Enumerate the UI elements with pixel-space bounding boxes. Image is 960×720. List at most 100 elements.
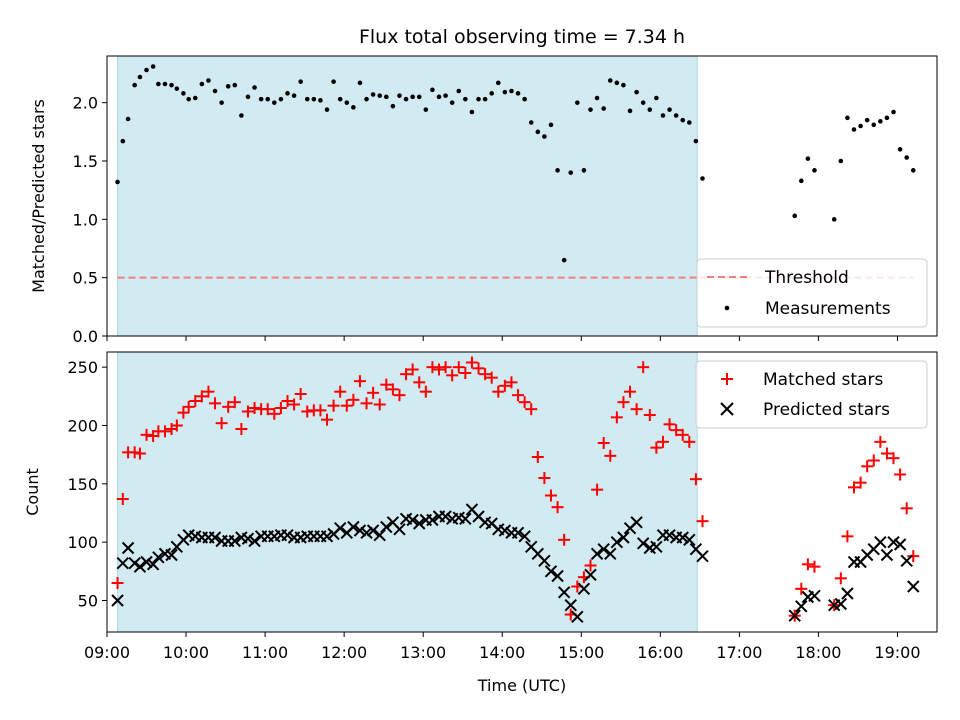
matched-star-point	[241, 405, 254, 418]
measurement-point	[799, 178, 804, 184]
matched-star-point	[808, 560, 821, 573]
matched-star-point	[393, 389, 406, 402]
x-tick-label: 13:00	[400, 643, 446, 662]
measurement-point	[311, 96, 317, 102]
matched-star-point	[551, 501, 564, 514]
measurement-point	[449, 100, 455, 105]
legend-predicted-swatch	[720, 402, 734, 416]
matched-star-point	[189, 395, 202, 407]
predicted-star-point	[795, 600, 808, 613]
predicted-star-stroke	[158, 547, 172, 561]
measurement-point	[137, 74, 143, 80]
predicted-star-stroke	[413, 517, 426, 530]
predicted-star-stroke	[406, 513, 419, 527]
matched-star-point	[538, 472, 551, 484]
chart-title: Flux total observing time = 7.34 h	[359, 26, 685, 48]
measurement-point	[654, 95, 659, 101]
measurement-point	[548, 122, 554, 128]
measurement-point	[272, 100, 277, 105]
ratio-legend-box	[696, 258, 928, 328]
observing-window-rect	[117, 56, 698, 336]
predicted-star-stroke	[182, 528, 195, 542]
predicted-star-stroke	[492, 523, 505, 536]
matched-star-point	[874, 435, 887, 448]
predicted-star-point	[538, 554, 551, 568]
predicted-star-stroke	[531, 547, 545, 561]
measurement-point	[884, 115, 890, 121]
measurement-point	[239, 113, 244, 118]
measurement-point	[878, 119, 883, 124]
measurement-point	[614, 80, 620, 86]
x-tick-label: 10:00	[163, 643, 209, 662]
predicted-star-stroke	[636, 537, 650, 550]
x-tick-label: 15:00	[558, 643, 604, 662]
matched-star-point	[854, 476, 867, 489]
x-tick-label: 09:00	[84, 643, 130, 662]
measurement-point	[219, 100, 224, 105]
predicted-star-stroke	[630, 516, 643, 529]
predicted-star-stroke	[511, 526, 525, 540]
matched-star-point	[525, 403, 538, 416]
predicted-star-point	[333, 521, 347, 535]
measurement-point	[904, 155, 909, 160]
predicted-star-point	[380, 520, 393, 534]
measurement-point	[594, 95, 600, 101]
predicted-star-stroke	[393, 523, 406, 536]
predicted-star-stroke	[590, 547, 604, 561]
matched-star-point	[650, 441, 663, 454]
predicted-star-point	[874, 535, 887, 549]
predicted-star-stroke	[538, 554, 551, 568]
measurement-point	[700, 176, 705, 181]
predicted-star-point	[604, 547, 617, 561]
predicted-star-stroke	[525, 540, 538, 554]
predicted-star-stroke	[518, 530, 531, 543]
predicted-star-point	[366, 524, 380, 537]
predicted-star-stroke	[353, 524, 367, 537]
measurement-point	[667, 107, 672, 112]
predicted-star-point	[347, 520, 360, 534]
matched-star-point	[492, 385, 505, 398]
measurement-point	[430, 87, 435, 93]
predicted-star-stroke	[333, 521, 347, 535]
predicted-star-point	[676, 531, 689, 544]
matched-star-point	[894, 468, 907, 481]
measurement-point	[812, 168, 817, 173]
time-x-axis-label: Time (UTC)	[477, 676, 566, 695]
measurement-point	[285, 91, 290, 96]
predicted-star-stroke	[874, 535, 887, 549]
predicted-star-stroke	[165, 548, 178, 562]
predicted-star-stroke	[788, 609, 801, 622]
predicted-star-point	[413, 517, 426, 530]
measurement-point	[403, 96, 409, 102]
matched-star-point	[334, 385, 347, 398]
predicted-star-point	[584, 568, 597, 582]
predicted-star-stroke	[452, 511, 465, 524]
ratio-y-axis: 0.0 0.5 1.0 1.5 2.0	[73, 94, 107, 346]
predicted-star-stroke	[834, 597, 848, 611]
predicted-star-stroke	[208, 531, 222, 544]
measurement-point	[150, 64, 156, 69]
measurement-point	[864, 117, 870, 123]
predicted-star-stroke	[439, 510, 452, 523]
measurement-point	[607, 78, 613, 83]
predicted-star-stroke	[564, 598, 577, 612]
measurement-point	[370, 92, 376, 97]
measurement-points	[115, 64, 916, 263]
measurement-point	[298, 79, 303, 84]
measurement-point	[910, 168, 916, 173]
matched-star-point	[446, 369, 459, 382]
predicted-star-point	[439, 510, 452, 523]
measurement-point	[169, 82, 174, 88]
measurement-point	[858, 123, 863, 129]
predicted-star-stroke	[683, 533, 696, 547]
predicted-star-stroke	[571, 610, 584, 624]
matched-star-point	[128, 446, 141, 459]
predicted-star-stroke	[795, 600, 808, 613]
predicted-star-stroke	[485, 517, 498, 530]
measurement-point	[364, 96, 369, 102]
matched-star-point	[900, 502, 913, 515]
y-tick-label: 0.5	[73, 269, 98, 288]
predicted-star-stroke	[597, 542, 610, 556]
measurement-point	[897, 147, 903, 152]
matched-star-point	[676, 428, 689, 441]
